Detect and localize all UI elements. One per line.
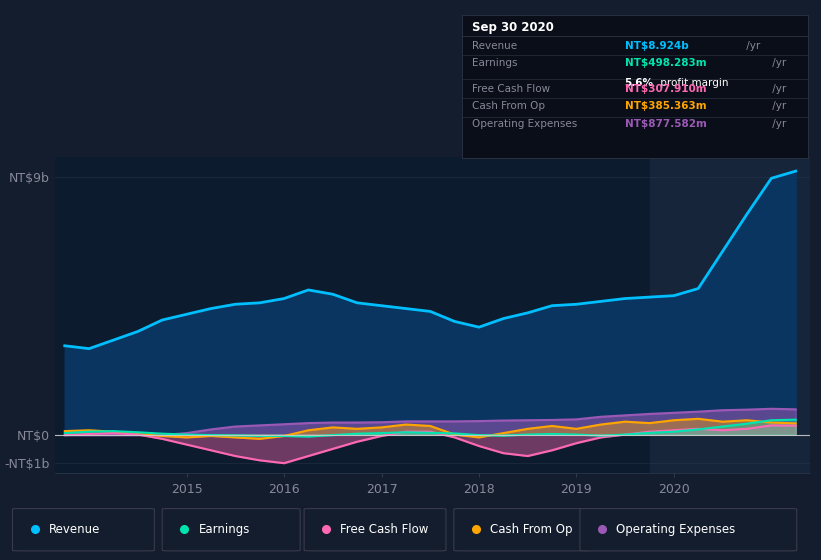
Text: profit margin: profit margin [658, 78, 729, 88]
Text: /yr: /yr [769, 58, 787, 68]
Text: NT$498.283m: NT$498.283m [625, 58, 706, 68]
Text: Operating Expenses: Operating Expenses [617, 522, 736, 536]
FancyBboxPatch shape [304, 508, 446, 551]
Text: Earnings: Earnings [199, 522, 250, 536]
Text: /yr: /yr [769, 119, 787, 129]
Text: NT$307.910m: NT$307.910m [625, 83, 706, 94]
FancyBboxPatch shape [580, 508, 796, 551]
Text: Revenue: Revenue [472, 41, 517, 51]
Text: Sep 30 2020: Sep 30 2020 [472, 21, 554, 34]
Text: Cash From Op: Cash From Op [490, 522, 572, 536]
Text: Revenue: Revenue [48, 522, 100, 536]
Text: Free Cash Flow: Free Cash Flow [341, 522, 429, 536]
FancyBboxPatch shape [163, 508, 300, 551]
Bar [649, 157, 821, 473]
Text: Free Cash Flow: Free Cash Flow [472, 83, 551, 94]
Text: NT$8.924b: NT$8.924b [625, 41, 688, 51]
Text: Earnings: Earnings [472, 58, 518, 68]
Text: 5.6%: 5.6% [625, 78, 654, 88]
Text: NT$877.582m: NT$877.582m [625, 119, 707, 129]
Text: NT$385.363m: NT$385.363m [625, 101, 706, 111]
Text: Operating Expenses: Operating Expenses [472, 119, 578, 129]
Text: /yr: /yr [769, 101, 787, 111]
FancyBboxPatch shape [12, 508, 154, 551]
Text: /yr: /yr [769, 83, 787, 94]
Text: /yr: /yr [743, 41, 760, 51]
FancyBboxPatch shape [454, 508, 592, 551]
Text: Cash From Op: Cash From Op [472, 101, 545, 111]
